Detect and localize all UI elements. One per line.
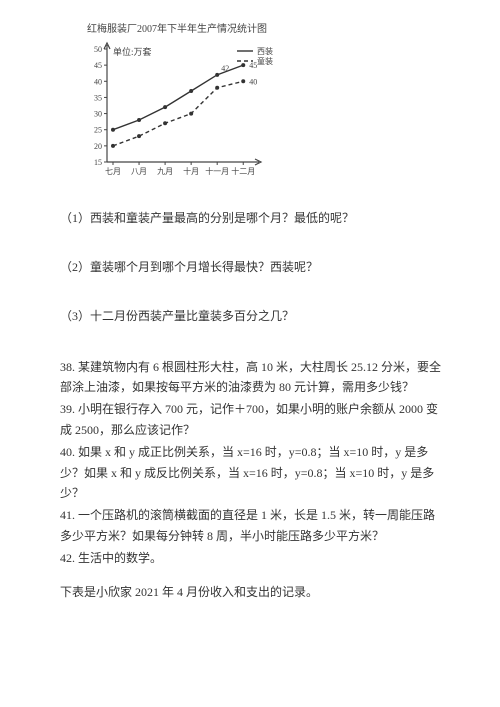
svg-text:45: 45: [94, 61, 102, 70]
svg-text:七月: 七月: [105, 167, 121, 176]
svg-text:十二月: 十二月: [231, 166, 255, 176]
question-3: （3）十二月份西装产量比童装多百分之几？: [60, 307, 445, 326]
svg-text:单位:万套: 单位:万套: [113, 46, 152, 57]
question-2: （2）童装哪个月到哪个月增长得最快？西装呢？: [60, 258, 445, 277]
svg-text:35: 35: [94, 93, 102, 102]
chart-svg: 1520253035404550单位:万套七月八月九月十月十一月十二月45404…: [75, 39, 285, 184]
svg-text:40: 40: [249, 77, 257, 86]
question-1: （1）西装和童装产量最高的分别是哪个月？最低的呢？: [60, 209, 445, 228]
svg-text:八月: 八月: [131, 167, 147, 176]
svg-text:十一月: 十一月: [205, 166, 229, 176]
problem-39: 39. 小明在银行存入 700 元，记作＋700，如果小明的账户余额从 2000…: [60, 399, 445, 440]
svg-text:西装: 西装: [257, 46, 273, 56]
svg-text:40: 40: [94, 77, 102, 86]
problem-41: 41. 一个压路机的滚筒横截面的直径是 1 米，长是 1.5 米，转一周能压路多…: [60, 505, 445, 546]
svg-text:30: 30: [94, 110, 102, 119]
production-chart: 红梅服装厂2007年下半年生产情况统计图 15 20 25 30 35 40 45 50 单位:…: [75, 20, 445, 184]
svg-text:童装: 童装: [257, 56, 273, 66]
svg-text:15: 15: [94, 158, 102, 167]
svg-text:20: 20: [94, 142, 102, 151]
problems-block: 38. 某建筑物内有 6 根圆柱形大柱，高 10 米，大柱周长 25.12 分米…: [60, 357, 445, 603]
svg-text:42: 42: [221, 64, 229, 73]
chart-title: 红梅服装厂2007年下半年生产情况统计图: [87, 20, 445, 35]
svg-text:25: 25: [94, 126, 102, 135]
problem-38: 38. 某建筑物内有 6 根圆柱形大柱，高 10 米，大柱周长 25.12 分米…: [60, 357, 445, 398]
problem-42-text: 下表是小欣家 2021 年 4 月份收入和支出的记录。: [60, 582, 445, 602]
svg-text:十月: 十月: [183, 166, 199, 176]
svg-text:九月: 九月: [157, 167, 173, 176]
problem-42: 42. 生活中的数学。: [60, 548, 445, 568]
problem-40: 40. 如果 x 和 y 成正比例关系，当 x=16 时，y=0.8；当 x=1…: [60, 442, 445, 503]
svg-text:50: 50: [94, 45, 102, 54]
